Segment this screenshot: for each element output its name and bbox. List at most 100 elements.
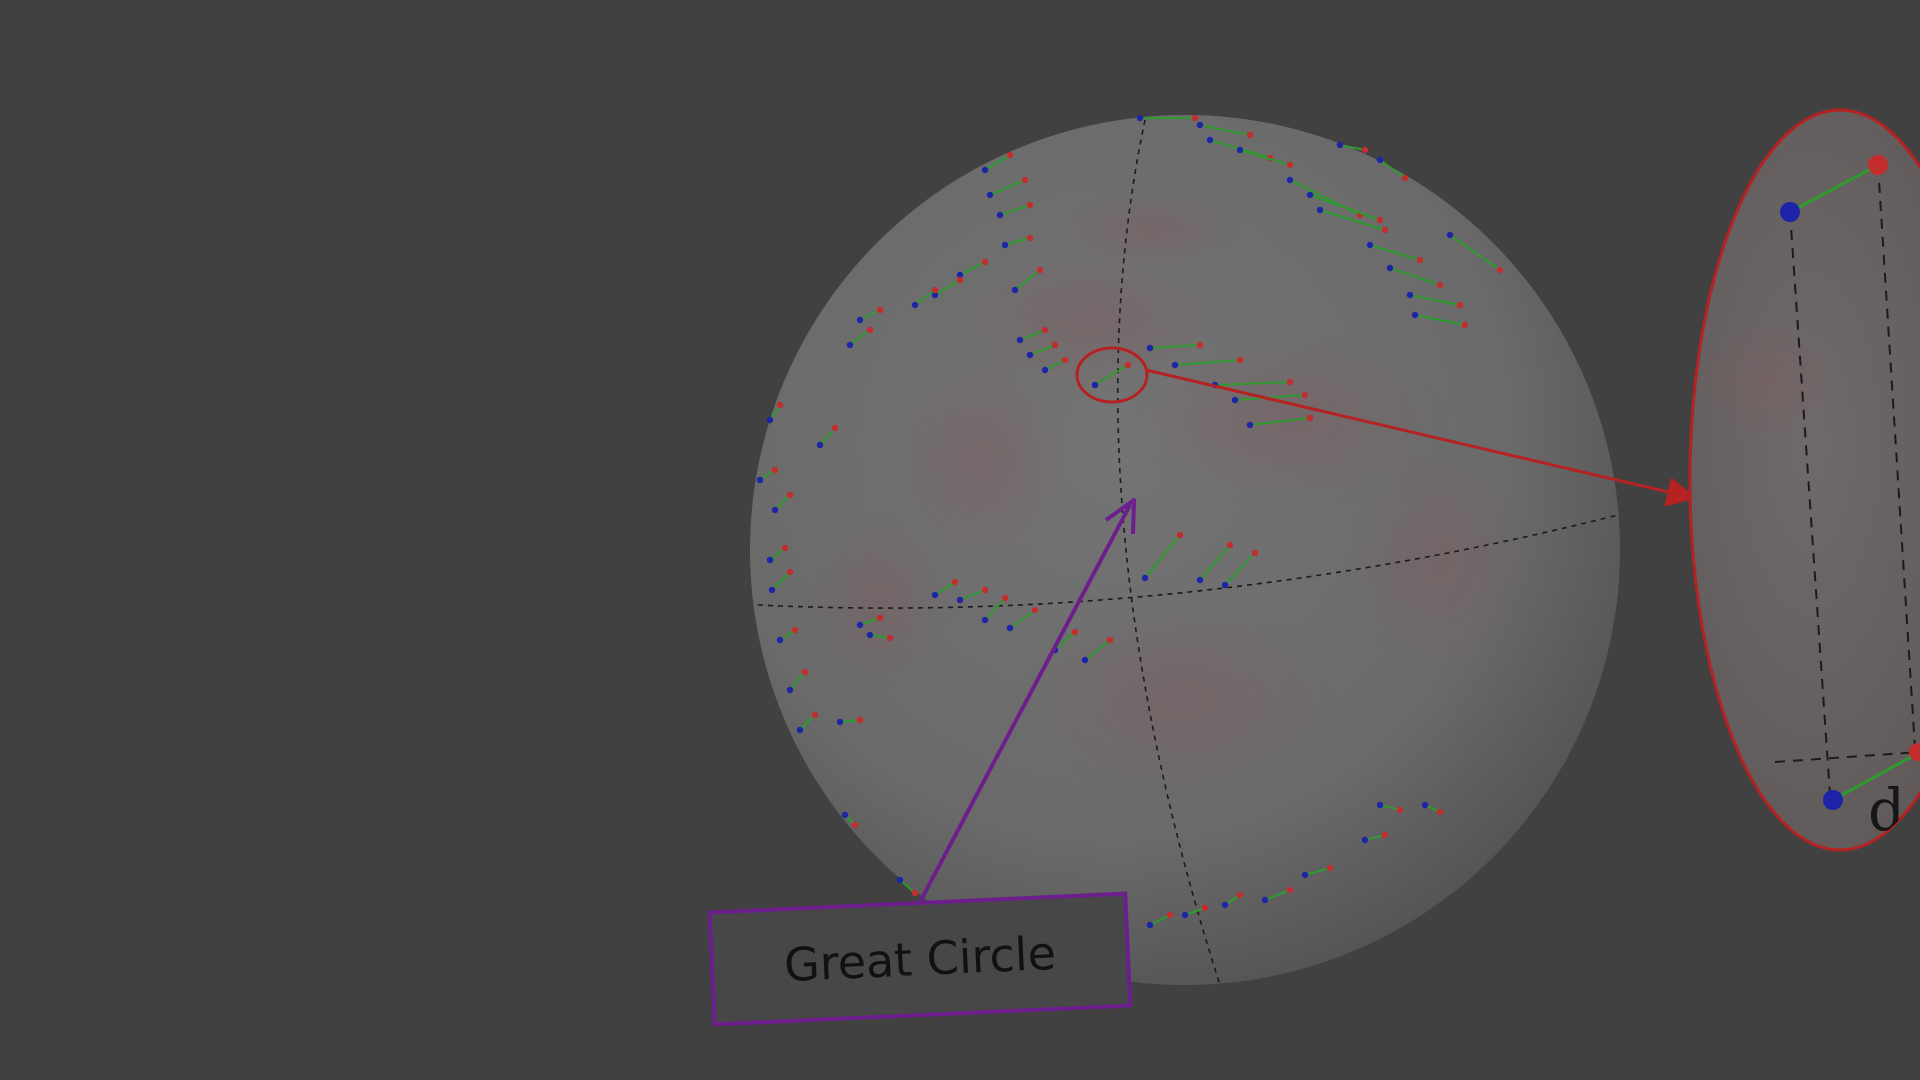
pair-start-point: [1411, 311, 1419, 319]
pair-link: [989, 179, 1026, 196]
pair-end-point: [1006, 151, 1014, 159]
pair-link: [914, 289, 936, 306]
pair-link: [1364, 834, 1386, 841]
pair-end-point: [1301, 391, 1309, 399]
pair-start-point: [846, 341, 854, 349]
pair-end-point: [911, 889, 919, 897]
pair-end-point: [1021, 176, 1029, 184]
pair-start-point: [866, 631, 874, 639]
pair-link: [1149, 344, 1201, 349]
pair-start-point: [1041, 366, 1049, 374]
pair-end-point: [1051, 341, 1059, 349]
pair-start-point: [816, 441, 824, 449]
pair-end-point: [1286, 161, 1294, 169]
pair-link: [959, 261, 986, 276]
pair-link: [1249, 417, 1311, 426]
lens-guide-bottom: [1774, 751, 1920, 763]
pair-start-point: [1336, 141, 1344, 149]
point-pairs: [756, 114, 1504, 929]
pair-start-point: [1001, 241, 1009, 249]
pair-end-point: [1286, 378, 1294, 386]
pair-end-point: [1251, 549, 1259, 557]
pair-start-point: [1301, 871, 1309, 879]
pair-link: [934, 279, 961, 296]
zoom-arrow-icon: [1145, 368, 1697, 507]
pair-start-point: [796, 726, 804, 734]
lens-link-bottom: [1832, 750, 1920, 802]
pair-start-point: [1316, 206, 1324, 214]
pair-link: [1009, 609, 1036, 629]
pair-end-point: [1326, 864, 1334, 872]
pair-link: [1224, 552, 1256, 586]
pair-end-point: [1026, 201, 1034, 209]
pair-link: [934, 581, 956, 596]
pair-link: [959, 589, 986, 601]
pair-link: [1029, 344, 1056, 356]
pair-start-point: [1231, 396, 1239, 404]
pair-end-point: [1496, 266, 1504, 274]
lens-point-start-bottom: [1823, 790, 1843, 810]
pair-start-point: [1306, 191, 1314, 199]
lens-link-top: [1789, 163, 1879, 214]
pair-link: [1014, 269, 1041, 291]
pair-start-point: [1366, 241, 1374, 249]
pair-start-point: [1236, 146, 1244, 154]
pair-link: [1084, 639, 1111, 661]
pair-end-point: [1246, 131, 1254, 139]
pair-end-point: [886, 634, 894, 642]
pair-link: [1319, 209, 1386, 231]
great-circle-label: Great Circle: [783, 926, 1057, 992]
pair-end-point: [1286, 886, 1294, 894]
pair-start-point: [856, 621, 864, 629]
pair-end-point: [1071, 628, 1079, 636]
pair-link: [1379, 159, 1406, 179]
pair-end-point: [1196, 341, 1204, 349]
pair-end-point: [1166, 911, 1174, 919]
pair-start-point: [986, 191, 994, 199]
pair-link: [1184, 907, 1206, 916]
pair-end-point: [1201, 904, 1209, 912]
pair-link: [849, 329, 871, 346]
pair-end-point: [1226, 541, 1234, 549]
distance-label: d: [1868, 776, 1905, 844]
zoom-lens: d: [1688, 108, 1920, 852]
pair-start-point: [856, 316, 864, 324]
pair-end-point: [771, 466, 779, 474]
pair-start-point: [1421, 801, 1429, 809]
pair-end-point: [1041, 326, 1049, 334]
zoom-lens-body: [1688, 108, 1920, 852]
pair-start-point: [841, 811, 849, 819]
pair-link: [1149, 914, 1171, 926]
pair-end-point: [931, 286, 939, 294]
pair-end-point: [811, 711, 819, 719]
pair-start-point: [1026, 351, 1034, 359]
pair-start-point: [1006, 624, 1014, 632]
pair-start-point: [776, 636, 784, 644]
pair-end-point: [786, 568, 794, 576]
pair-link: [1389, 267, 1441, 286]
pair-start-point: [1221, 581, 1229, 589]
callout-arrow-icon: [918, 504, 1132, 903]
pair-end-point: [1456, 301, 1464, 309]
pair-end-point: [1361, 146, 1369, 154]
pair-end-point: [981, 258, 989, 266]
great-circle-callout: Great Circle: [707, 891, 1133, 1027]
pair-link: [1054, 631, 1076, 651]
pair-end-point: [1026, 234, 1034, 242]
pair-start-point: [786, 686, 794, 694]
pair-link: [819, 427, 836, 446]
pair-start-point: [836, 718, 844, 726]
pair-link: [1094, 364, 1129, 386]
pair-end-point: [856, 716, 864, 724]
pair-start-point: [766, 416, 774, 424]
pair-start-point: [1081, 656, 1089, 664]
callout-arrowhead: [1104, 498, 1136, 535]
pair-start-point: [931, 591, 939, 599]
pair-link: [799, 714, 816, 731]
meridian-great-circle: [1116, 119, 1221, 986]
pair-start-point: [768, 586, 776, 594]
pair-end-point: [1436, 281, 1444, 289]
pair-end-point: [851, 821, 859, 829]
pair-start-point: [1146, 921, 1154, 929]
pair-end-point: [1191, 114, 1199, 122]
